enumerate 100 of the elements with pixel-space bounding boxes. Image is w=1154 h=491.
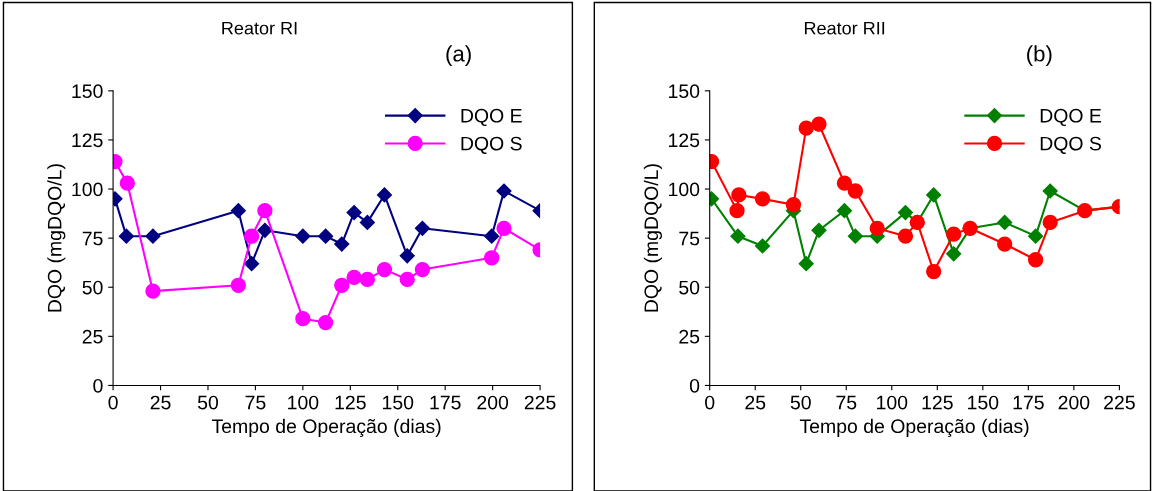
point xyxy=(1027,252,1044,268)
point xyxy=(798,120,814,136)
point xyxy=(145,283,161,299)
point xyxy=(1042,214,1058,231)
x-tick-label: 125 xyxy=(922,395,953,410)
point xyxy=(897,205,914,221)
x-tick-label: 175 xyxy=(1013,395,1044,410)
y-tick-label: 100 xyxy=(669,182,700,197)
y-tick-label: 100 xyxy=(72,182,103,197)
point xyxy=(318,228,334,244)
point xyxy=(346,269,362,286)
point xyxy=(243,228,260,244)
point xyxy=(1028,228,1044,244)
y-tick-label: 25 xyxy=(679,329,700,344)
y-tick-label: 150 xyxy=(72,84,103,99)
chart-title: Reator RII xyxy=(804,21,885,35)
point xyxy=(897,228,914,244)
point xyxy=(414,220,430,236)
point xyxy=(230,277,246,293)
y-tick-label: 75 xyxy=(679,231,700,246)
point xyxy=(946,226,962,242)
x-tick-label: 50 xyxy=(790,395,811,410)
point xyxy=(730,228,746,244)
point xyxy=(811,116,827,132)
x-tick-label: 200 xyxy=(1058,395,1090,410)
x-tick-label: 150 xyxy=(968,395,999,410)
x-axis-title: Tempo de Operação (dias) xyxy=(211,418,441,438)
point xyxy=(496,220,512,236)
point xyxy=(376,187,393,203)
point xyxy=(257,202,273,219)
point xyxy=(869,220,885,236)
x-tick-label: 125 xyxy=(335,395,366,410)
x-tick-label: 225 xyxy=(524,395,556,410)
point xyxy=(847,228,863,244)
y-axis-title: DQO (mgDQO/L) xyxy=(47,164,66,312)
point xyxy=(317,314,334,331)
point xyxy=(145,228,161,244)
y-tick-label: 0 xyxy=(93,378,103,393)
point xyxy=(484,228,500,244)
x-tick-label: 25 xyxy=(150,395,171,410)
point xyxy=(731,187,747,203)
point xyxy=(798,256,814,272)
point xyxy=(847,183,864,199)
x-tick-label: 100 xyxy=(288,395,319,410)
point xyxy=(997,214,1013,230)
point xyxy=(359,271,376,288)
point xyxy=(295,311,311,327)
point xyxy=(414,261,431,278)
point xyxy=(376,261,393,278)
legend-label: DQO E xyxy=(1040,108,1102,127)
point xyxy=(334,277,350,293)
point xyxy=(1042,183,1058,199)
y-tick-label: 75 xyxy=(82,231,103,246)
x-tick-label: 75 xyxy=(245,395,266,410)
y-tick-label: 0 xyxy=(689,378,700,393)
point xyxy=(399,271,415,288)
point xyxy=(785,197,802,213)
point xyxy=(399,248,415,264)
x-axis-title: Tempo de Operação (dias) xyxy=(799,418,1029,438)
point xyxy=(334,236,350,252)
legend-label: DQO E xyxy=(461,108,522,127)
point xyxy=(346,205,362,221)
legend-label: DQO S xyxy=(461,136,522,154)
legend-label: DQO S xyxy=(1040,136,1101,154)
point xyxy=(230,203,246,219)
point xyxy=(496,183,512,199)
point xyxy=(754,238,771,254)
point xyxy=(926,263,942,280)
y-tick-label: 50 xyxy=(679,280,700,295)
x-tick-label: 50 xyxy=(197,395,219,410)
x-tick-label: 75 xyxy=(836,395,857,410)
x-tick-label: 25 xyxy=(745,395,766,410)
y-axis-title: DQO (mgDQO/L) xyxy=(643,164,662,312)
x-tick-label: 100 xyxy=(877,395,908,410)
point xyxy=(118,228,134,244)
chart-title: Reator RI xyxy=(222,21,297,35)
y-tick-label: 150 xyxy=(669,84,700,99)
point xyxy=(257,222,273,238)
y-tick-label: 25 xyxy=(82,329,103,344)
x-tick-label: 175 xyxy=(430,395,461,410)
point xyxy=(836,175,853,191)
y-tick-label: 50 xyxy=(82,280,103,295)
point xyxy=(295,228,311,244)
point xyxy=(997,236,1013,252)
point xyxy=(119,175,135,191)
point xyxy=(359,214,375,230)
point xyxy=(811,222,827,238)
y-tick-label: 125 xyxy=(72,133,103,148)
x-tick-label: 200 xyxy=(477,395,509,410)
x-tick-label: 0 xyxy=(108,395,118,410)
point xyxy=(926,187,942,203)
point xyxy=(754,191,771,207)
x-tick-label: 150 xyxy=(383,395,414,410)
text: (b) xyxy=(1027,45,1052,66)
x-tick-label: 225 xyxy=(1104,395,1135,410)
point xyxy=(946,246,962,262)
point xyxy=(244,256,260,272)
point xyxy=(484,250,500,266)
x-tick-label: 0 xyxy=(705,395,715,410)
point xyxy=(729,202,745,219)
